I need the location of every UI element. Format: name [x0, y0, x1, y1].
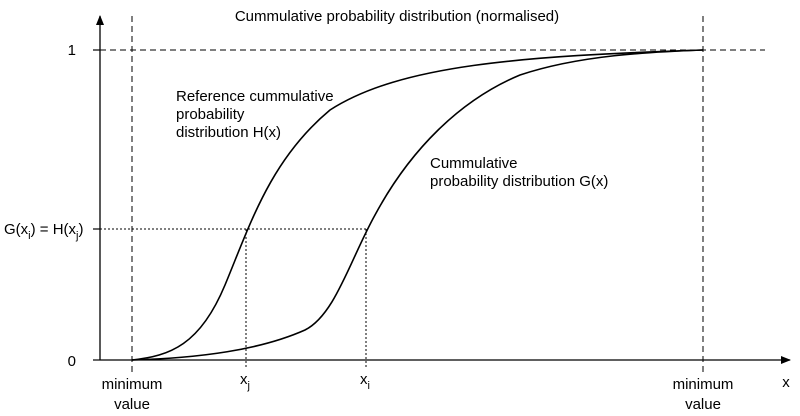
level-label: G(xi) = H(xj)	[4, 221, 84, 242]
reference-curve-h	[131, 49, 704, 361]
left-bound-label-line2: value	[114, 396, 150, 413]
x-axis-label: x	[782, 374, 790, 391]
right-bound-label-line1: minimum	[673, 376, 734, 393]
cumulative-curve-label-line2: probability distribution G(x)	[430, 173, 608, 190]
y-tick-zero-label: 0	[68, 353, 76, 370]
cumulative-curve-g	[131, 49, 704, 361]
diagram-title: Cummulative probability distribution (no…	[235, 8, 559, 25]
reference-curve-label-line3: distribution H(x)	[176, 124, 281, 141]
right-bound-label-line2: value	[685, 396, 721, 413]
xi-label: xi	[360, 371, 370, 392]
left-bound-label-line1: minimum	[102, 376, 163, 393]
reference-curve-label-line2: probability	[176, 106, 245, 123]
xj-label: xj	[240, 371, 250, 392]
y-tick-one-label: 1	[68, 42, 76, 59]
reference-curve-label-line1: Reference cummulative	[176, 88, 334, 105]
cumulative-curve-label-line1: Cummulative	[430, 155, 518, 172]
